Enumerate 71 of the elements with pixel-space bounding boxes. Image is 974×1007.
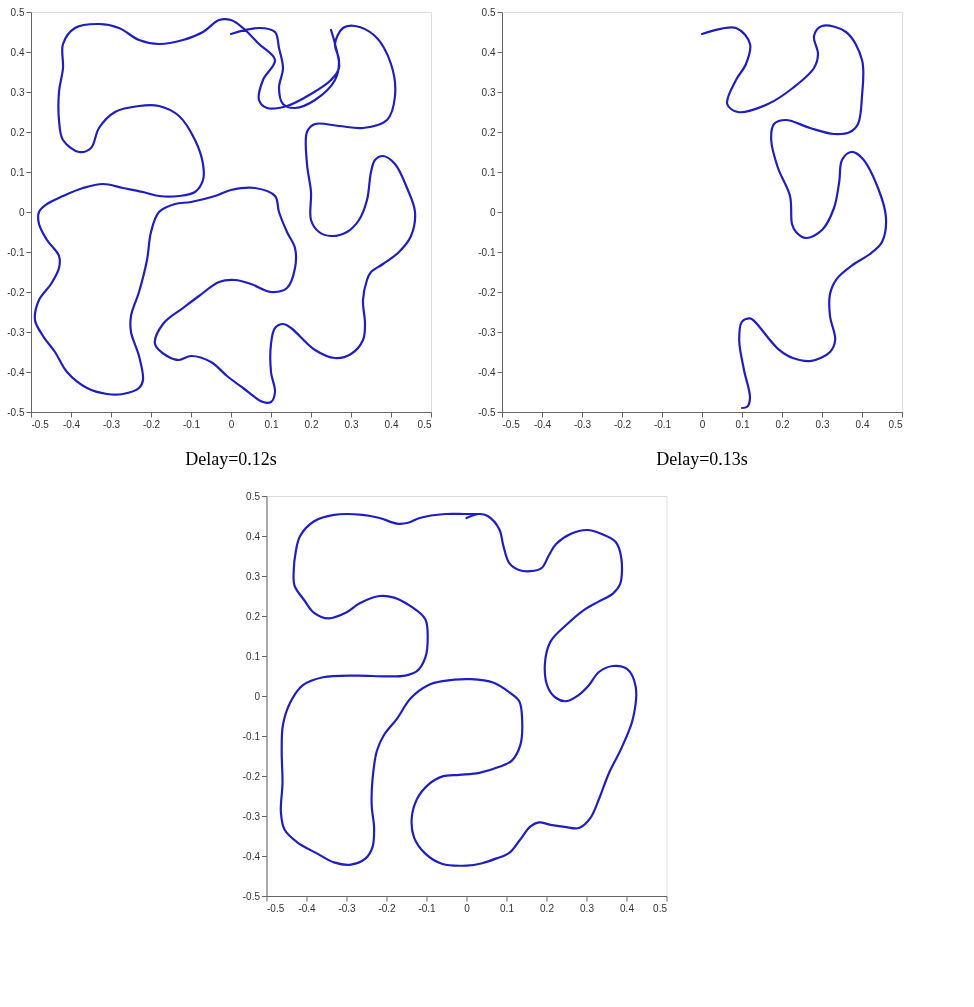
x-tick-label: -0.1 xyxy=(182,418,201,430)
x-tick-label: 0.1 xyxy=(735,418,750,430)
y-tick-label: 0.4 xyxy=(246,530,261,542)
y-tick-label: -0.4 xyxy=(478,366,496,378)
text: Delay=0.12s xyxy=(185,449,277,469)
x-tick-label: 0.5 xyxy=(417,418,432,430)
x-tick-label: 0.4 xyxy=(855,418,870,430)
y-tick-label: 0.3 xyxy=(246,570,261,582)
x-tick-label: 0 xyxy=(699,418,706,430)
y-tick-label: -0.5 xyxy=(478,406,496,418)
y-tick-label: -0.5 xyxy=(242,890,261,902)
y-tick-label: -0.2 xyxy=(7,286,25,298)
y-tick-label: -0.1 xyxy=(7,246,25,258)
x-tick-label: 0.3 xyxy=(344,418,359,430)
x-tick-label: -0.1 xyxy=(418,902,437,914)
y-tick-label: 0.3 xyxy=(481,86,496,98)
x-tick-label: -0.4 xyxy=(62,418,81,430)
x-tick-label: -0.5 xyxy=(502,418,521,430)
x-tick-label: -0.3 xyxy=(338,902,357,914)
y-tick-label: -0.4 xyxy=(242,850,261,862)
x-tick-label: 0.2 xyxy=(540,902,555,914)
y-tick-label: 0.2 xyxy=(10,126,25,138)
x-tick-label: -0.3 xyxy=(102,418,121,430)
y-tick-label: -0.2 xyxy=(478,286,496,298)
y-tick-label: 0.1 xyxy=(246,650,261,662)
y-tick-label: 0 xyxy=(18,206,25,218)
x-tick-label: 0.5 xyxy=(888,418,903,430)
x-tick-label: 0.3 xyxy=(580,902,595,914)
line-series xyxy=(33,18,417,404)
y-tick-label: 0.5 xyxy=(246,490,261,502)
y-tick-label: -0.1 xyxy=(242,730,261,742)
y-tick-label: -0.3 xyxy=(242,810,261,822)
x-tick-label: -0.5 xyxy=(31,418,50,430)
line-series xyxy=(700,24,888,410)
line-series xyxy=(279,512,637,867)
x-tick-label: -0.4 xyxy=(533,418,552,430)
x-tick-label: 0.2 xyxy=(304,418,319,430)
x-tick-label: -0.2 xyxy=(378,902,397,914)
y-tick-label: -0.5 xyxy=(7,406,25,418)
y-tick-label: -0.3 xyxy=(7,326,25,338)
x-tick-label: -0.1 xyxy=(653,418,672,430)
y-tick-label: 0.4 xyxy=(10,46,25,58)
y-tick-label: 0 xyxy=(254,690,261,702)
x-tick-label: 0.1 xyxy=(264,418,279,430)
x-tick-label: 0.4 xyxy=(620,902,635,914)
y-tick-label: -0.2 xyxy=(242,770,261,782)
y-tick-label: 0.1 xyxy=(481,166,496,178)
y-tick-label: 0.3 xyxy=(10,86,25,98)
text: Delay=0.13s xyxy=(656,449,748,469)
y-tick-label: 0.2 xyxy=(481,126,496,138)
y-tick-label: 0.4 xyxy=(481,46,496,58)
y-tick-label: 0.2 xyxy=(246,610,261,622)
x-tick-label: -0.2 xyxy=(613,418,632,430)
x-tick-label: -0.2 xyxy=(142,418,161,430)
y-tick-label: -0.1 xyxy=(478,246,496,258)
x-tick-label: 0.5 xyxy=(653,902,668,914)
y-tick-label: 0.1 xyxy=(10,166,25,178)
y-tick-label: 0 xyxy=(489,206,496,218)
y-tick-label: 0.5 xyxy=(10,6,25,18)
x-tick-label: -0.4 xyxy=(298,902,317,914)
y-tick-label: 0.5 xyxy=(481,6,496,18)
y-tick-label: -0.3 xyxy=(478,326,496,338)
x-tick-label: 0 xyxy=(228,418,235,430)
x-tick-label: 0.2 xyxy=(775,418,790,430)
x-tick-label: 0.3 xyxy=(815,418,830,430)
x-tick-label: 0 xyxy=(464,902,471,914)
x-tick-label: 0.4 xyxy=(384,418,399,430)
x-tick-label: 0.1 xyxy=(500,902,515,914)
y-tick-label: -0.4 xyxy=(7,366,25,378)
x-tick-label: -0.5 xyxy=(267,902,285,914)
x-tick-label: -0.3 xyxy=(573,418,592,430)
